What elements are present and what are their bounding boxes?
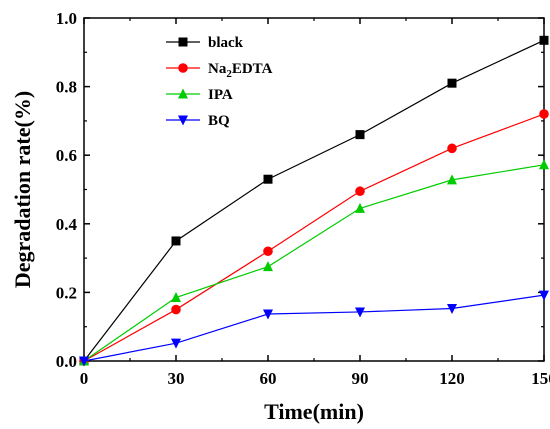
data-point-ipa	[447, 174, 457, 185]
data-point-bq	[171, 338, 181, 349]
legend-label-na2edta: Na2EDTA	[208, 61, 273, 80]
data-point-bq	[263, 309, 273, 320]
data-point-ipa	[539, 159, 549, 170]
data-point-na2edta	[263, 246, 273, 257]
legend-marker-bq	[178, 115, 188, 126]
legend-marker-na2edta	[178, 63, 188, 73]
data-point-ipa	[171, 292, 181, 303]
legend-label-black: black	[208, 35, 244, 51]
y-tick-label: 1.0	[56, 9, 77, 28]
plot-frame	[83, 17, 545, 362]
x-tick-label: 90	[352, 369, 369, 388]
y-tick-label: 0.8	[56, 78, 77, 97]
y-tick-label: 0.6	[56, 146, 77, 165]
data-point-na2edta	[355, 186, 365, 197]
data-point-black	[171, 236, 181, 246]
legend-marker-ipa	[178, 88, 188, 99]
x-tick-label: 60	[260, 369, 277, 388]
data-point-na2edta	[539, 109, 549, 119]
x-tick-label: 30	[168, 369, 185, 388]
x-axis-title: Time(min)	[264, 399, 364, 424]
series-line-na2edta	[83, 113, 545, 362]
legend-label-bq: BQ	[208, 113, 230, 129]
data-point-bq	[79, 356, 89, 367]
y-tick-label: 0.0	[56, 352, 77, 371]
data-point-bq	[355, 307, 365, 318]
data-point-black	[447, 78, 457, 88]
x-tick-label: 120	[439, 369, 465, 388]
x-tick-label: 150	[531, 369, 550, 388]
data-point-na2edta	[171, 304, 181, 315]
data-point-black	[539, 35, 549, 45]
x-tick-label: 0	[80, 369, 89, 388]
data-point-na2edta	[447, 143, 457, 154]
series-line-ipa	[83, 164, 545, 362]
y-axis-title: Degradation rate(%)	[10, 91, 35, 288]
series-line-bq	[83, 294, 545, 362]
y-tick-label: 0.2	[56, 283, 77, 302]
data-point-ipa	[355, 202, 365, 213]
data-point-ipa	[263, 261, 273, 272]
series-line-black	[83, 39, 545, 362]
data-point-bq	[447, 304, 457, 315]
legend-label-ipa: IPA	[208, 87, 233, 103]
legend-marker-black	[178, 37, 188, 47]
data-point-black	[263, 174, 273, 184]
y-tick-label: 0.4	[56, 215, 78, 234]
data-point-bq	[539, 290, 549, 301]
data-point-black	[355, 130, 365, 140]
